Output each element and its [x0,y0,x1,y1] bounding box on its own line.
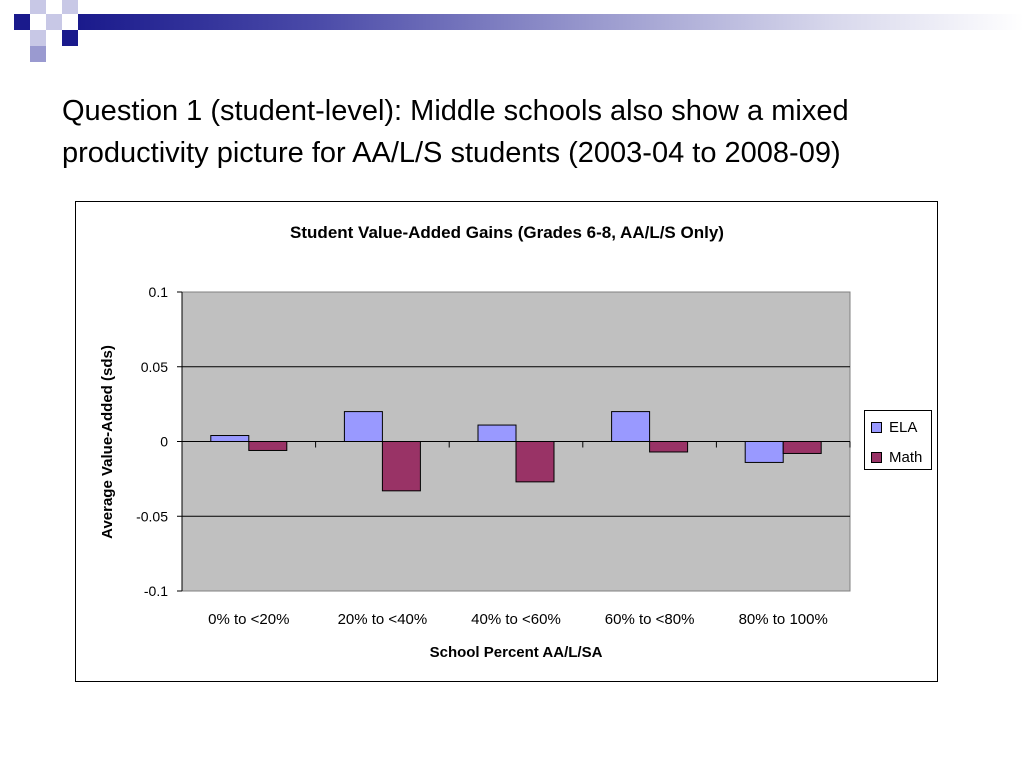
legend-label-ela: ELA [889,418,918,436]
x-tick-label: 40% to <60% [471,611,561,628]
y-tick-label: 0.05 [141,359,168,375]
bar-ela [611,411,651,443]
x-tick-label: 80% to 100% [739,611,828,628]
bar-ela [210,435,250,442]
bar-math [381,441,421,492]
deco-square [46,14,62,30]
y-tick-label: -0.05 [136,508,168,524]
deco-square [30,0,46,14]
legend-item-ela: ELA [871,417,917,437]
bar-ela [744,441,784,463]
legend-swatch-math [871,451,882,463]
deco-square [30,30,46,46]
header-gradient-bar [78,14,1024,30]
x-axis-label: School Percent AA/L/SA [430,644,603,661]
chart-legend: ELA Math [864,410,932,470]
bar-math [248,441,288,451]
x-tick-label: 0% to <20% [208,611,289,628]
y-tick-label: 0.1 [149,284,169,300]
deco-square [62,0,78,14]
legend-label-math: Math [889,448,923,466]
bar-ela [477,424,517,442]
x-tick-label: 20% to <40% [338,611,428,628]
x-tick-label: 60% to <80% [605,611,695,628]
deco-square [14,14,30,30]
y-axis-label: Average Value-Added (sds) [99,345,116,539]
slide-title-line1: Question 1 (student-level): Middle schoo… [62,95,849,127]
deco-square [30,46,46,62]
slide-title-line2: productivity picture for AA/L/S students… [62,137,841,169]
chart-title: Student Value-Added Gains (Grades 6-8, A… [290,223,724,242]
slide-title: Question 1 (student-level): Middle schoo… [62,90,1002,174]
legend-item-math: Math [871,447,922,467]
bar-ela [343,411,383,443]
y-tick-label: -0.1 [144,583,168,599]
y-tick-label: 0 [160,434,168,450]
deco-square [62,30,78,46]
legend-swatch-ela [871,421,882,433]
bar-math [782,441,822,454]
bar-math [515,441,555,483]
bar-math [649,441,689,453]
